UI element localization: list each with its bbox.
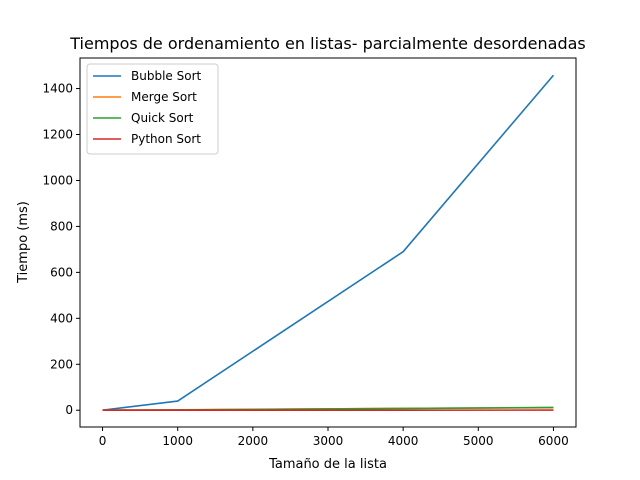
x-tick-label: 0 xyxy=(99,434,107,448)
y-tick-label: 0 xyxy=(65,403,73,417)
y-tick-label: 1200 xyxy=(42,128,73,142)
legend-items: Bubble Sort Merge Sort Quick Sort Python So… xyxy=(93,69,201,146)
x-tick-label: 1000 xyxy=(162,434,193,448)
legend-label: Python Sort xyxy=(131,132,201,146)
chart-title: Tiempos de ordenamiento en listas- parci… xyxy=(69,34,586,53)
x-axis: 0 1000 2000 3000 4000 5000 6000 xyxy=(99,427,569,448)
x-tick-label: 4000 xyxy=(388,434,419,448)
y-axis-label: Tiempo (ms) xyxy=(16,201,31,284)
y-tick-label: 1400 xyxy=(42,82,73,96)
legend-box xyxy=(86,63,219,155)
legend-label: Merge Sort xyxy=(131,90,197,104)
y-axis: 0 200 400 600 800 1000 1200 1400 xyxy=(42,82,80,417)
y-tick-label: 200 xyxy=(50,357,73,371)
x-axis-label: Tamaño de la lista xyxy=(268,457,387,472)
legend-label: Quick Sort xyxy=(131,111,194,125)
y-tick-label: 800 xyxy=(50,219,73,233)
series-layer xyxy=(102,74,555,412)
x-tick-label: 5000 xyxy=(463,434,494,448)
x-tick-label: 2000 xyxy=(238,434,269,448)
series-line-bubble-sort xyxy=(102,74,555,412)
x-tick-label: 6000 xyxy=(538,434,569,448)
x-tick-label: 3000 xyxy=(313,434,344,448)
y-tick-label: 1000 xyxy=(42,173,73,187)
plot-area xyxy=(79,57,577,428)
legend-label: Bubble Sort xyxy=(131,69,201,83)
y-tick-label: 600 xyxy=(50,265,73,279)
legend: Bubble Sort Merge Sort Quick Sort Python So… xyxy=(86,63,219,155)
y-tick-label: 400 xyxy=(50,311,73,325)
